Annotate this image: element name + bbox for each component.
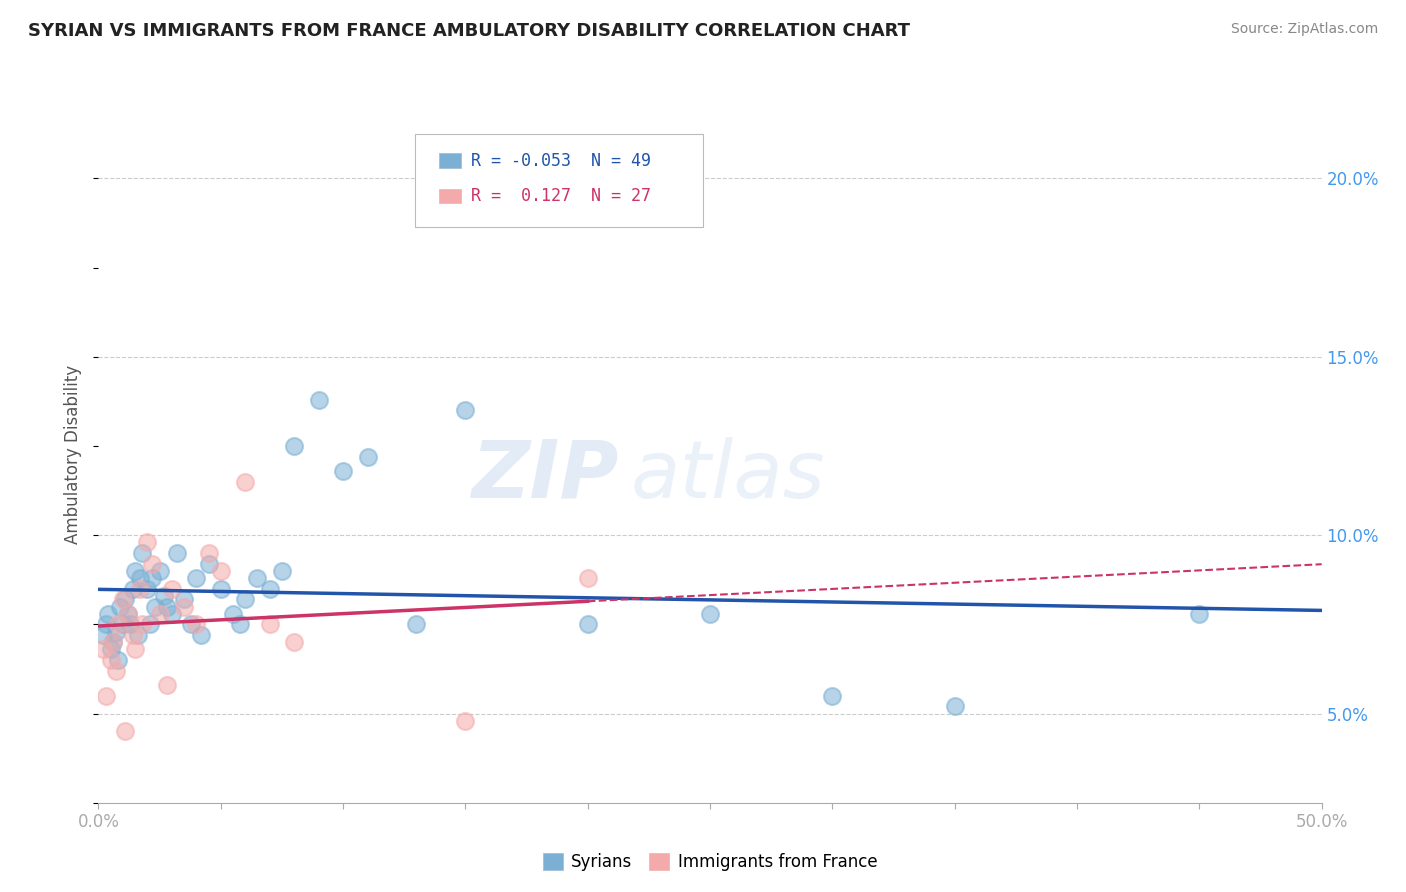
Text: atlas: atlas bbox=[630, 437, 825, 515]
Point bbox=[129, 571, 152, 585]
Point bbox=[117, 607, 139, 621]
Point bbox=[111, 592, 134, 607]
Point bbox=[117, 607, 139, 621]
Point bbox=[454, 714, 477, 728]
Point bbox=[186, 571, 208, 585]
Point bbox=[100, 642, 122, 657]
Point bbox=[1188, 607, 1211, 621]
Point bbox=[124, 642, 146, 657]
Point bbox=[173, 592, 195, 607]
Point bbox=[156, 678, 179, 692]
Point bbox=[141, 571, 163, 585]
Point bbox=[821, 689, 844, 703]
Text: R = -0.053  N = 49: R = -0.053 N = 49 bbox=[471, 152, 651, 169]
Point bbox=[149, 607, 172, 621]
Text: R =  0.127  N = 27: R = 0.127 N = 27 bbox=[471, 187, 651, 205]
Point bbox=[233, 592, 256, 607]
Legend: Syrians, Immigrants from France: Syrians, Immigrants from France bbox=[536, 847, 884, 878]
Point bbox=[180, 617, 202, 632]
Point bbox=[173, 599, 195, 614]
Point bbox=[454, 403, 477, 417]
Point bbox=[136, 535, 159, 549]
Text: SYRIAN VS IMMIGRANTS FROM FRANCE AMBULATORY DISABILITY CORRELATION CHART: SYRIAN VS IMMIGRANTS FROM FRANCE AMBULAT… bbox=[28, 22, 910, 40]
Point bbox=[405, 617, 427, 632]
Point bbox=[246, 571, 269, 585]
Point bbox=[943, 699, 966, 714]
Point bbox=[136, 582, 159, 596]
Point bbox=[101, 635, 124, 649]
Point bbox=[166, 546, 188, 560]
Point bbox=[104, 664, 127, 678]
Point bbox=[141, 557, 163, 571]
Text: Source: ZipAtlas.com: Source: ZipAtlas.com bbox=[1230, 22, 1378, 37]
Point bbox=[131, 617, 153, 632]
Point bbox=[139, 617, 162, 632]
Point bbox=[283, 635, 305, 649]
Point bbox=[233, 475, 256, 489]
Point bbox=[259, 582, 281, 596]
Point bbox=[127, 628, 149, 642]
Point bbox=[107, 653, 129, 667]
Point bbox=[699, 607, 721, 621]
Point bbox=[576, 617, 599, 632]
Point bbox=[229, 617, 252, 632]
Point bbox=[114, 724, 136, 739]
Point bbox=[100, 653, 122, 667]
Point bbox=[143, 599, 166, 614]
Point bbox=[124, 564, 146, 578]
Point bbox=[209, 564, 232, 578]
Point bbox=[104, 624, 127, 639]
Point bbox=[149, 564, 172, 578]
Point bbox=[222, 607, 245, 621]
Point bbox=[131, 546, 153, 560]
Text: ZIP: ZIP bbox=[471, 437, 619, 515]
Point bbox=[114, 592, 136, 607]
Point bbox=[91, 642, 114, 657]
Point bbox=[111, 617, 134, 632]
Point bbox=[91, 628, 114, 642]
Point bbox=[197, 557, 219, 571]
Point bbox=[186, 617, 208, 632]
Point bbox=[576, 571, 599, 585]
Point bbox=[308, 392, 330, 407]
Point bbox=[190, 628, 212, 642]
Point bbox=[129, 582, 152, 596]
Point bbox=[160, 582, 183, 596]
Point bbox=[153, 589, 176, 603]
Point bbox=[332, 464, 354, 478]
Point bbox=[197, 546, 219, 560]
Point bbox=[94, 689, 117, 703]
Point bbox=[259, 617, 281, 632]
Point bbox=[156, 599, 179, 614]
Point bbox=[160, 607, 183, 621]
Point bbox=[270, 564, 294, 578]
Y-axis label: Ambulatory Disability: Ambulatory Disability bbox=[65, 366, 83, 544]
Point bbox=[121, 582, 143, 596]
Point bbox=[283, 439, 305, 453]
Point bbox=[356, 450, 378, 464]
Point bbox=[107, 617, 129, 632]
Point bbox=[101, 635, 124, 649]
Point bbox=[94, 617, 117, 632]
Point bbox=[209, 582, 232, 596]
Point bbox=[121, 628, 143, 642]
Point bbox=[120, 617, 142, 632]
Point bbox=[97, 607, 120, 621]
Point bbox=[110, 599, 132, 614]
